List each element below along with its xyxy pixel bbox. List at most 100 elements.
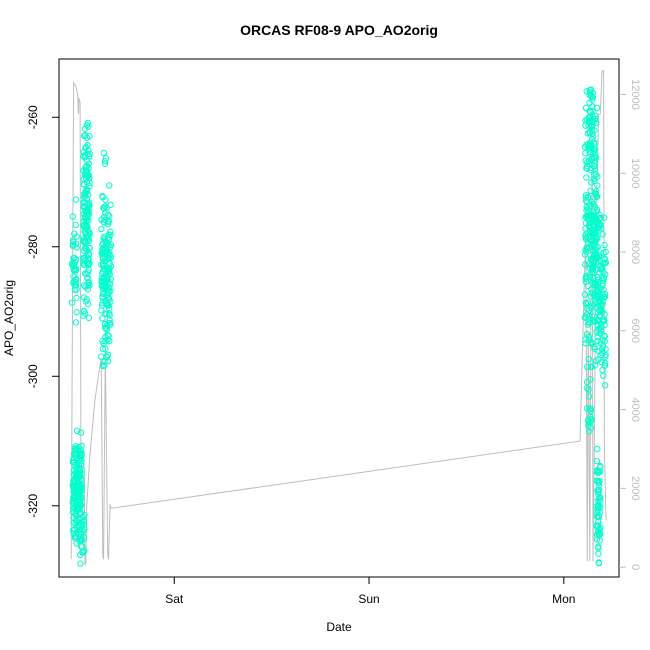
- data-point: [73, 427, 81, 434]
- data-point: [586, 128, 593, 136]
- data-point: [592, 233, 599, 240]
- data-point: [587, 293, 594, 300]
- data-point: [81, 171, 89, 179]
- data-point: [587, 202, 594, 210]
- y-axis-label: APO_AO2orig: [2, 280, 16, 356]
- data-point: [105, 242, 112, 249]
- data-point: [589, 266, 597, 273]
- data-point: [78, 543, 85, 550]
- data-point: [585, 386, 592, 393]
- data-point: [73, 240, 80, 248]
- data-point: [70, 476, 78, 484]
- data-point: [84, 282, 91, 289]
- data-point: [101, 361, 108, 369]
- data-point: [98, 353, 105, 360]
- data-point: [99, 345, 107, 353]
- data-point: [74, 477, 81, 484]
- data-point: [105, 211, 112, 218]
- data-point: [80, 521, 87, 528]
- data-point: [597, 302, 604, 309]
- data-point: [585, 114, 592, 121]
- data-point: [595, 501, 602, 509]
- data-point: [582, 261, 589, 268]
- data-point: [583, 405, 591, 412]
- data-point: [80, 513, 87, 521]
- data-point: [591, 177, 598, 185]
- data-point: [586, 99, 593, 106]
- data-point: [82, 222, 90, 230]
- data-point: [588, 155, 596, 162]
- data-point: [73, 244, 80, 251]
- data-point: [82, 256, 89, 264]
- data-point: [597, 330, 604, 337]
- data-point: [586, 217, 593, 225]
- x-tick-label: Sat: [165, 592, 184, 606]
- data-point: [102, 155, 110, 162]
- data-point: [80, 247, 88, 254]
- data-point: [583, 230, 590, 237]
- data-point: [600, 268, 607, 276]
- data-point: [80, 307, 88, 315]
- data-point: [73, 286, 80, 293]
- data-point: [77, 429, 85, 436]
- data-point: [592, 190, 600, 198]
- data-point: [600, 286, 607, 293]
- data-point: [594, 466, 601, 474]
- data-point: [588, 417, 595, 424]
- data-point: [69, 213, 77, 220]
- data-point: [583, 384, 591, 392]
- data-point: [588, 123, 595, 130]
- data-point: [104, 358, 112, 365]
- data-point: [585, 355, 592, 363]
- y2-tick-label: 2000: [629, 476, 641, 500]
- data-point: [597, 221, 604, 228]
- data-point: [601, 256, 608, 263]
- data-point: [587, 363, 594, 370]
- data-point: [599, 265, 606, 272]
- plot-data: [68, 70, 610, 567]
- data-point: [100, 240, 107, 247]
- data-point: [594, 497, 601, 504]
- data-point: [84, 274, 91, 281]
- data-point: [70, 488, 77, 495]
- data-point: [102, 345, 109, 353]
- data-point: [602, 248, 609, 256]
- data-point: [584, 130, 592, 137]
- data-point: [594, 243, 601, 251]
- data-point: [70, 450, 78, 457]
- data-point: [107, 231, 114, 239]
- y-tick-label: -320: [26, 493, 40, 517]
- data-point: [101, 158, 109, 165]
- data-point: [107, 201, 114, 208]
- data-point: [594, 522, 602, 529]
- data-point: [595, 348, 602, 355]
- y-tick-label: -260: [26, 105, 40, 129]
- data-point: [592, 362, 599, 369]
- data-point: [101, 358, 108, 366]
- data-point: [81, 199, 88, 207]
- data-point: [589, 247, 597, 254]
- data-point: [98, 274, 106, 282]
- data-point: [602, 382, 609, 389]
- data-point: [83, 121, 91, 129]
- data-point: [78, 452, 85, 460]
- data-point: [586, 419, 593, 426]
- data-point: [82, 131, 89, 139]
- data-point: [596, 493, 603, 501]
- data-point: [599, 318, 607, 325]
- data-point: [586, 221, 593, 228]
- data-point: [77, 560, 84, 567]
- data-point: [589, 89, 596, 97]
- data-point: [99, 254, 106, 261]
- data-point: [585, 122, 592, 129]
- data-point: [85, 160, 93, 167]
- data-point: [595, 513, 602, 520]
- data-point: [80, 517, 87, 524]
- data-point: [102, 338, 109, 345]
- data-point: [82, 144, 89, 152]
- data-point: [582, 104, 590, 112]
- data-point: [586, 320, 593, 327]
- data-point: [70, 241, 77, 248]
- data-point: [72, 276, 80, 283]
